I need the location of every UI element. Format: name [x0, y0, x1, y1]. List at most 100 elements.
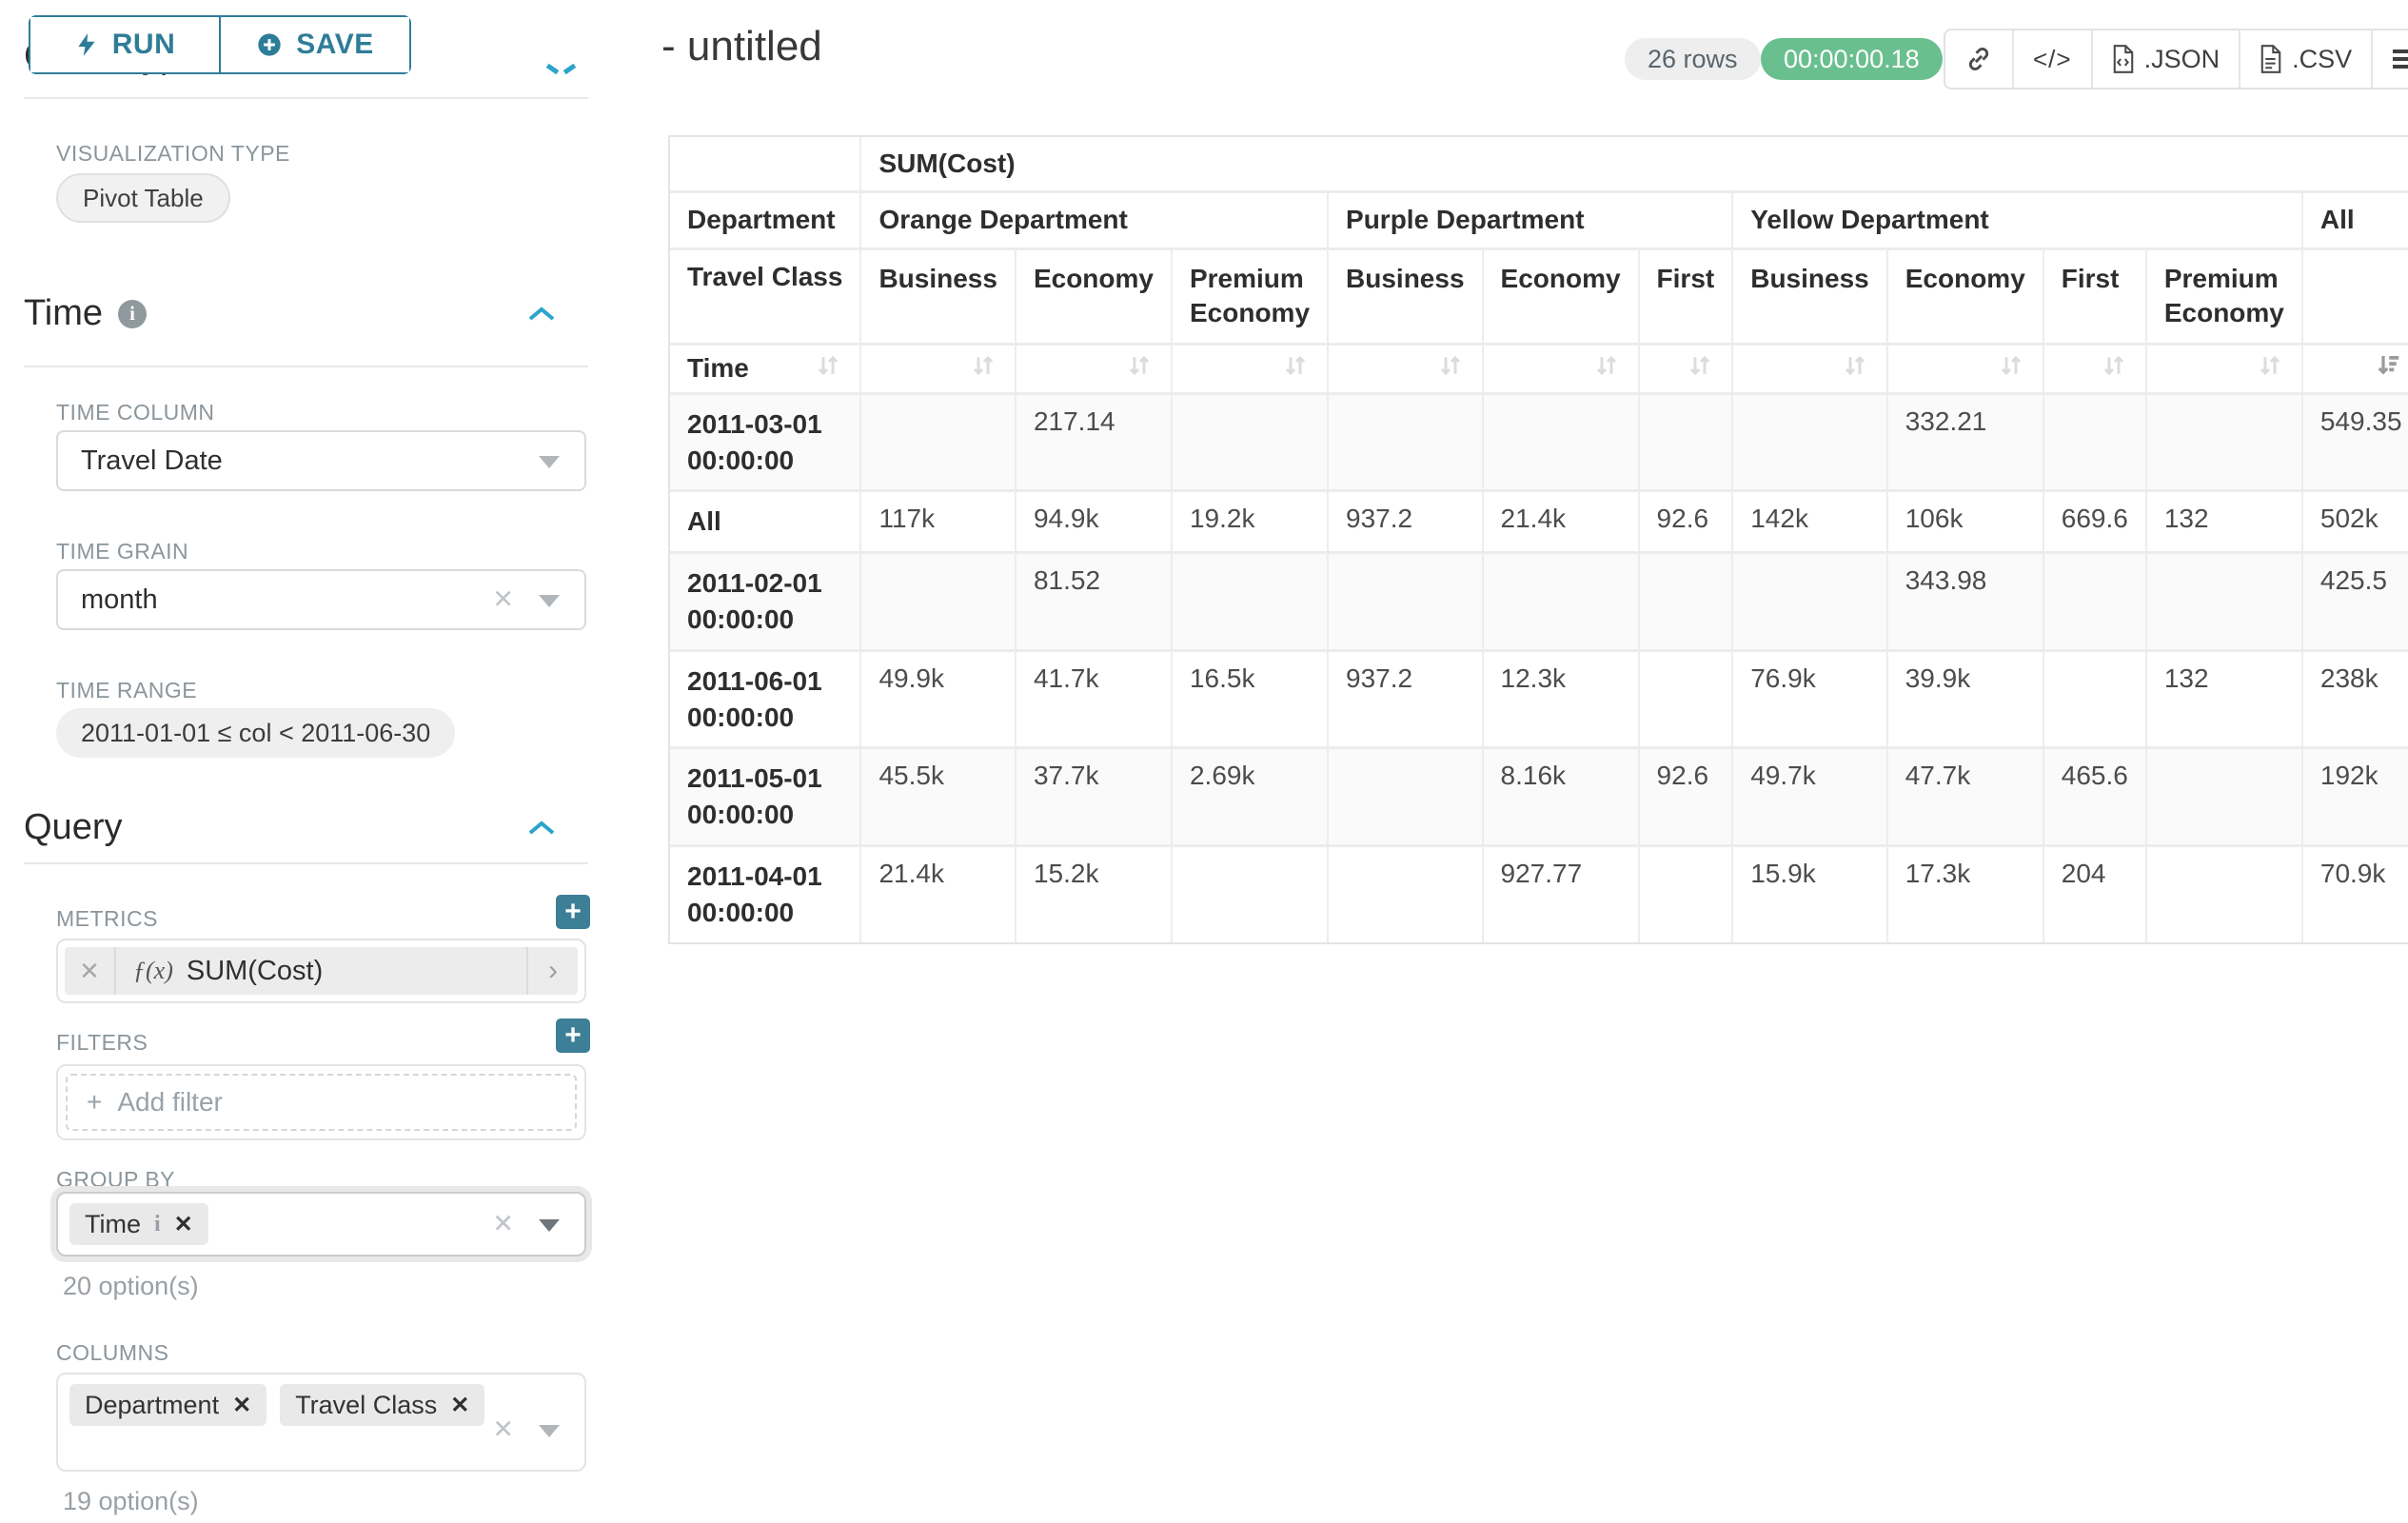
save-button[interactable]: SAVE	[219, 17, 409, 72]
pivot-value-cell	[1637, 648, 1732, 747]
clear-icon[interactable]: ✕	[492, 1414, 514, 1444]
sort-icon[interactable]	[859, 342, 1015, 392]
columns-select[interactable]: Department ✕ Travel Class ✕ ✕	[56, 1373, 586, 1472]
chart-title[interactable]: - untitled	[661, 23, 822, 69]
export-json-label: .JSON	[2143, 44, 2220, 73]
chevron-up-icon[interactable]	[527, 820, 556, 837]
export-csv-label: .CSV	[2292, 44, 2353, 73]
menu-button[interactable]	[2371, 30, 2408, 88]
pill-label: Time	[85, 1209, 141, 1238]
columns-label: COLUMNS	[56, 1340, 169, 1365]
remove-metric-icon[interactable]: ✕	[65, 947, 116, 995]
info-icon: i	[154, 1211, 161, 1236]
pivot-value-cell: 49.7k	[1731, 746, 1886, 844]
metric-pill[interactable]: ✕ ƒ(x) SUM(Cost) ›	[65, 947, 578, 995]
pivot-value-cell: 41.7k	[1014, 648, 1171, 747]
pivot-value-cell: 45.5k	[859, 746, 1015, 844]
time-range-chip[interactable]: 2011-01-01 ≤ col < 2011-06-30	[56, 708, 456, 758]
time-section-header[interactable]: Time i	[24, 293, 588, 334]
pivot-value-cell: 37.7k	[1014, 746, 1171, 844]
export-json-button[interactable]: .JSON	[2090, 30, 2240, 88]
sort-icon[interactable]	[2144, 342, 2301, 392]
sort-icon[interactable]	[1481, 342, 1638, 392]
pivot-value-cell: 217.14	[1014, 391, 1171, 490]
chevron-down-icon	[539, 456, 560, 468]
time-column-label: TIME COLUMN	[56, 400, 215, 425]
group-by-options-hint: 20 option(s)	[63, 1272, 199, 1300]
chevron-down-icon	[539, 1425, 560, 1437]
department-group-header: All	[2300, 190, 2408, 247]
travel-class-header: Premium Economy	[1170, 247, 1328, 343]
query-section-title: Query	[24, 807, 123, 847]
remove-pill-icon[interactable]: ✕	[173, 1211, 193, 1237]
pivot-value-cell	[859, 551, 1015, 649]
group-by-pills: Time i ✕	[69, 1203, 222, 1245]
time-grain-select[interactable]: month ✕	[56, 569, 586, 630]
controls-sidebar: Chart Type RUN SAVE VISUALIZATION TYPE P…	[0, 0, 621, 1523]
chevron-down-icon	[539, 1219, 560, 1232]
time-axis-sort-cell[interactable]: Time	[670, 342, 860, 392]
travel-class-header: Business	[1327, 247, 1482, 343]
group-by-select[interactable]: Time i ✕ ✕	[56, 1192, 586, 1256]
pivot-value-cell: 106k	[1885, 489, 2043, 552]
chevron-right-icon[interactable]: ›	[526, 947, 578, 995]
chart-type-collapse-chevron-clipped[interactable]	[563, 63, 577, 75]
selected-value-pill[interactable]: Time i ✕	[69, 1203, 208, 1245]
sort-icon[interactable]	[1014, 342, 1171, 392]
pivot-value-cell	[2144, 843, 2301, 942]
pill-label: Travel Class	[295, 1390, 438, 1419]
pivot-value-cell: 12.3k	[1481, 648, 1638, 747]
circle-plus-icon	[258, 33, 281, 56]
plus-icon: +	[87, 1087, 103, 1117]
remove-pill-icon[interactable]: ✕	[450, 1392, 470, 1418]
time-range-label: TIME RANGE	[56, 678, 198, 702]
pivot-value-cell	[2042, 648, 2145, 747]
view-query-button[interactable]: </>	[2012, 30, 2091, 88]
pivot-value-cell	[1327, 391, 1482, 490]
sort-icon[interactable]	[1731, 342, 1886, 392]
export-csv-button[interactable]: .CSV	[2239, 30, 2371, 88]
chart-type-collapse-chevron-clipped[interactable]	[545, 63, 560, 75]
sort-icon[interactable]	[814, 351, 842, 386]
selected-value-pill[interactable]: Travel Class ✕	[280, 1384, 485, 1426]
sort-icon[interactable]	[1637, 342, 1732, 392]
pivot-value-cell: 19.2k	[1170, 489, 1328, 552]
time-axis-label: Time	[687, 353, 749, 384]
pivot-value-cell: 425.5	[2300, 551, 2408, 649]
pivot-value-cell: 49.9k	[859, 648, 1015, 747]
pivot-value-cell: 47.7k	[1885, 746, 2043, 844]
clear-icon[interactable]: ✕	[492, 1209, 514, 1238]
sort-icon[interactable]	[2042, 342, 2145, 392]
visualization-type-value: Pivot Table	[83, 183, 204, 212]
selected-value-pill[interactable]: Department ✕	[69, 1384, 267, 1426]
chevron-up-icon[interactable]	[527, 306, 556, 323]
row-count-badge: 26 rows	[1625, 38, 1761, 80]
travel-class-header: Economy	[1885, 247, 2043, 343]
travel-class-header: First	[1637, 247, 1732, 343]
chart-panel: - untitled 26 rows 00:00:00.18 </> .JSON	[619, 0, 2408, 1523]
clear-icon[interactable]: ✕	[492, 584, 514, 614]
run-button[interactable]: RUN	[30, 17, 219, 72]
add-filter-plus-button[interactable]: +	[556, 1019, 590, 1053]
sort-icon[interactable]	[1170, 342, 1328, 392]
visualization-type-chip[interactable]: Pivot Table	[56, 173, 230, 223]
pivot-value-cell	[2144, 391, 2301, 490]
row-header: 2011-04-01 00:00:00	[670, 843, 860, 942]
sort-desc-active-icon[interactable]	[2300, 342, 2408, 392]
pivot-value-cell: 927.77	[1481, 843, 1638, 942]
section-divider	[24, 97, 588, 99]
add-filter-button[interactable]: + Add filter	[66, 1074, 577, 1131]
pivot-value-cell: 94.9k	[1014, 489, 1171, 552]
sort-icon[interactable]	[1327, 342, 1482, 392]
time-column-select[interactable]: Travel Date	[56, 430, 586, 491]
remove-pill-icon[interactable]: ✕	[232, 1392, 252, 1418]
copy-link-button[interactable]	[1945, 30, 2012, 88]
sort-icon[interactable]	[1885, 342, 2043, 392]
pivot-value-cell: 117k	[859, 489, 1015, 552]
group-by-label: GROUP BY	[56, 1167, 175, 1192]
add-filter-label: Add filter	[117, 1087, 223, 1117]
add-metric-button[interactable]: +	[556, 895, 590, 929]
query-section-header[interactable]: Query	[24, 807, 588, 848]
pivot-value-cell	[2144, 551, 2301, 649]
